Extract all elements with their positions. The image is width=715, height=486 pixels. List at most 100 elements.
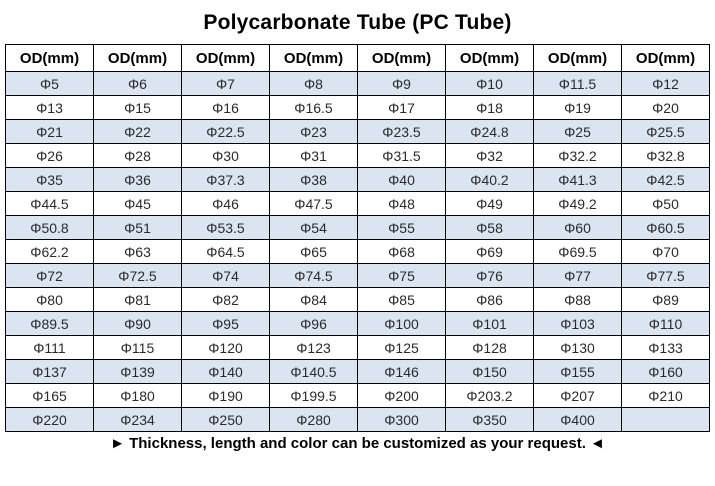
od-value-cell: Φ133 bbox=[621, 335, 710, 360]
od-value-cell: Φ10 bbox=[445, 71, 534, 96]
od-value-cell: Φ140 bbox=[181, 359, 270, 384]
od-value-cell: Φ250 bbox=[181, 407, 270, 432]
od-value-cell: Φ28 bbox=[93, 143, 182, 168]
od-value-cell: Φ125 bbox=[357, 335, 446, 360]
od-value-cell: Φ41.3 bbox=[533, 167, 622, 192]
od-value-cell: Φ155 bbox=[533, 359, 622, 384]
od-value-cell: Φ38 bbox=[269, 167, 358, 192]
od-value-cell: Φ20 bbox=[621, 95, 710, 120]
od-value-cell: Φ31 bbox=[269, 143, 358, 168]
od-value-cell: Φ137 bbox=[5, 359, 94, 384]
od-value-cell: Φ50.8 bbox=[5, 215, 94, 240]
od-value-cell: Φ95 bbox=[181, 311, 270, 336]
od-value-cell: Φ90 bbox=[93, 311, 182, 336]
od-value-cell: Φ115 bbox=[93, 335, 182, 360]
table-row: Φ165 Φ180 Φ190 Φ199.5 Φ200 Φ203.2 Φ207 Φ210 bbox=[5, 383, 710, 408]
customization-note: ► Thickness, length and color can be cus… bbox=[110, 435, 605, 452]
od-value-cell: Φ150 bbox=[445, 359, 534, 384]
od-value-cell: Φ9 bbox=[357, 71, 446, 96]
od-value-cell: Φ7 bbox=[181, 71, 270, 96]
od-value-cell: Φ300 bbox=[357, 407, 446, 432]
od-value-cell: Φ84 bbox=[269, 287, 358, 312]
od-value-cell: Φ89.5 bbox=[5, 311, 94, 336]
od-value-cell: Φ128 bbox=[445, 335, 534, 360]
od-value-cell: Φ44.5 bbox=[5, 191, 94, 216]
od-value-cell: Φ21 bbox=[5, 119, 94, 144]
od-value-cell: Φ30 bbox=[181, 143, 270, 168]
od-value-cell: Φ5 bbox=[5, 71, 94, 96]
table-row: Φ111 Φ115 Φ120 Φ123 Φ125 Φ128 Φ130 Φ133 bbox=[5, 335, 710, 360]
od-value-cell: Φ62.2 bbox=[5, 239, 94, 264]
od-column-header: OD(mm) bbox=[269, 44, 358, 72]
od-value-cell: Φ75 bbox=[357, 263, 446, 288]
od-value-cell: Φ400 bbox=[533, 407, 622, 432]
od-value-cell: Φ199.5 bbox=[269, 383, 358, 408]
od-value-cell: Φ86 bbox=[445, 287, 534, 312]
table-body: Φ5 Φ6 Φ7 Φ8 Φ9 Φ10 Φ11.5 Φ12 Φ13 Φ15 Φ16 Φ16.5 Φ17 Φ1… bbox=[5, 71, 710, 432]
od-value-cell: Φ13 bbox=[5, 95, 94, 120]
od-value-cell: Φ88 bbox=[533, 287, 622, 312]
od-value-cell: Φ130 bbox=[533, 335, 622, 360]
table-row: Φ89.5 Φ90 Φ95 Φ96 Φ100 Φ101 Φ103 Φ110 bbox=[5, 311, 710, 336]
od-value-cell: Φ37.3 bbox=[181, 167, 270, 192]
od-value-cell: Φ68 bbox=[357, 239, 446, 264]
od-value-cell: Φ23.5 bbox=[357, 119, 446, 144]
od-value-cell: Φ111 bbox=[5, 335, 94, 360]
table-row: Φ5 Φ6 Φ7 Φ8 Φ9 Φ10 Φ11.5 Φ12 bbox=[5, 71, 710, 96]
od-value-cell: Φ63 bbox=[93, 239, 182, 264]
od-value-cell: Φ350 bbox=[445, 407, 534, 432]
od-value-cell: Φ77.5 bbox=[621, 263, 710, 288]
od-value-cell: Φ96 bbox=[269, 311, 358, 336]
od-column-header: OD(mm) bbox=[533, 44, 622, 72]
od-value-cell: Φ165 bbox=[5, 383, 94, 408]
od-value-cell: Φ35 bbox=[5, 167, 94, 192]
od-value-cell: Φ74.5 bbox=[269, 263, 358, 288]
od-value-cell: Φ8 bbox=[269, 71, 358, 96]
od-value-cell: Φ76 bbox=[445, 263, 534, 288]
od-value-cell: Φ210 bbox=[621, 383, 710, 408]
od-value-cell: Φ60 bbox=[533, 215, 622, 240]
od-value-cell: Φ16.5 bbox=[269, 95, 358, 120]
od-value-cell: Φ24.8 bbox=[445, 119, 534, 144]
table-row: Φ137 Φ139 Φ140 Φ140.5 Φ146 Φ150 Φ155 Φ160 bbox=[5, 359, 710, 384]
od-value-cell: Φ72 bbox=[5, 263, 94, 288]
table-row: Φ72 Φ72.5 Φ74 Φ74.5 Φ75 Φ76 Φ77 Φ77.5 bbox=[5, 263, 710, 288]
od-value-cell: Φ69.5 bbox=[533, 239, 622, 264]
od-value-cell: Φ58 bbox=[445, 215, 534, 240]
od-value-cell: Φ180 bbox=[93, 383, 182, 408]
od-value-cell: Φ139 bbox=[93, 359, 182, 384]
od-value-cell: Φ47.5 bbox=[269, 191, 358, 216]
od-value-cell: Φ32.2 bbox=[533, 143, 622, 168]
table-row: Φ13 Φ15 Φ16 Φ16.5 Φ17 Φ18 Φ19 Φ20 bbox=[5, 95, 710, 120]
table-row: Φ80 Φ81 Φ82 Φ84 Φ85 Φ86 Φ88 Φ89 bbox=[5, 287, 710, 312]
od-value-cell: Φ51 bbox=[93, 215, 182, 240]
od-value-cell: Φ17 bbox=[357, 95, 446, 120]
od-value-cell: Φ25.5 bbox=[621, 119, 710, 144]
table-row: Φ50.8 Φ51 Φ53.5 Φ54 Φ55 Φ58 Φ60 Φ60.5 bbox=[5, 215, 710, 240]
od-value-cell: Φ23 bbox=[269, 119, 358, 144]
od-value-cell: Φ6 bbox=[93, 71, 182, 96]
od-value-cell: Φ69 bbox=[445, 239, 534, 264]
od-value-cell: Φ12 bbox=[621, 71, 710, 96]
od-value-cell: Φ15 bbox=[93, 95, 182, 120]
od-column-header: OD(mm) bbox=[5, 44, 94, 72]
od-value-cell: Φ77 bbox=[533, 263, 622, 288]
od-value-cell: Φ81 bbox=[93, 287, 182, 312]
od-value-cell: Φ80 bbox=[5, 287, 94, 312]
od-value-cell: Φ36 bbox=[93, 167, 182, 192]
od-value-cell: Φ234 bbox=[93, 407, 182, 432]
od-value-cell: Φ65 bbox=[269, 239, 358, 264]
od-value-cell: Φ72.5 bbox=[93, 263, 182, 288]
od-value-cell: Φ16 bbox=[181, 95, 270, 120]
table-row: Φ44.5 Φ45 Φ46 Φ47.5 Φ48 Φ49 Φ49.2 Φ50 bbox=[5, 191, 710, 216]
od-value-cell: Φ100 bbox=[357, 311, 446, 336]
table-row: Φ62.2 Φ63 Φ64.5 Φ65 Φ68 Φ69 Φ69.5 Φ70 bbox=[5, 239, 710, 264]
od-value-cell: Φ54 bbox=[269, 215, 358, 240]
od-value-cell: Φ74 bbox=[181, 263, 270, 288]
od-column-header: OD(mm) bbox=[181, 44, 270, 72]
od-value-cell: Φ18 bbox=[445, 95, 534, 120]
od-value-cell: Φ101 bbox=[445, 311, 534, 336]
od-value-cell: Φ89 bbox=[621, 287, 710, 312]
od-value-cell: Φ200 bbox=[357, 383, 446, 408]
